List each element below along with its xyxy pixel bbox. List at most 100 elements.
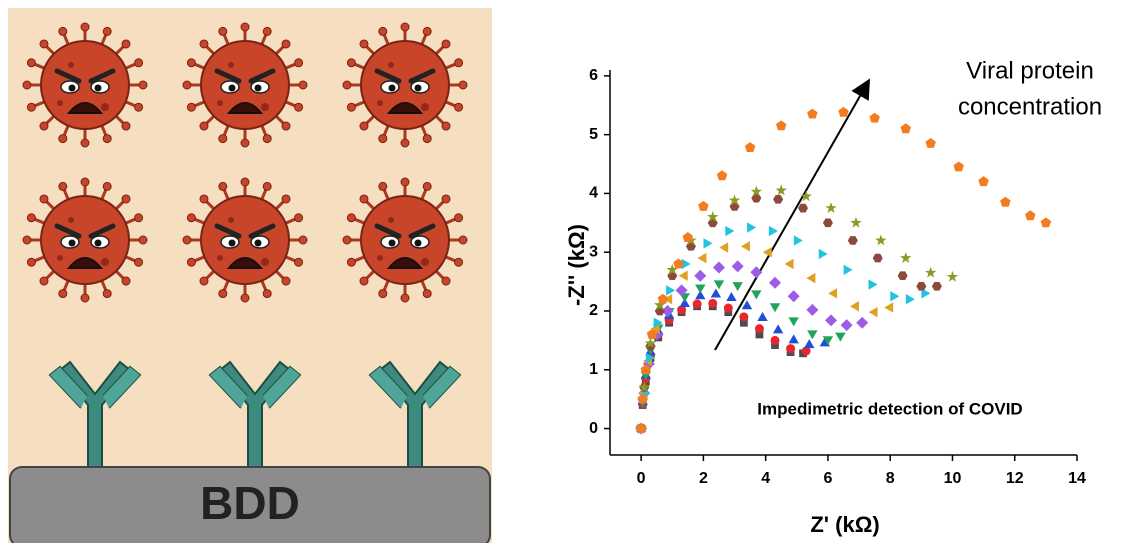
virus [23, 23, 147, 147]
x-axis-label: Z' (kΩ) [810, 512, 879, 537]
data-point [806, 273, 815, 283]
data-point [776, 120, 786, 130]
data-point [925, 138, 935, 148]
data-point [978, 176, 988, 186]
data-point [655, 307, 665, 316]
data-point [788, 290, 800, 302]
data-point [725, 226, 734, 236]
data-point [869, 279, 878, 289]
y-axis-label: -Z'' (kΩ) [564, 224, 589, 306]
data-point [786, 344, 795, 353]
electrode-label: BDD [200, 477, 300, 529]
data-point [739, 312, 748, 321]
data-point [869, 113, 879, 123]
data-point [785, 259, 794, 269]
data-point [666, 285, 675, 295]
data-point [667, 271, 677, 280]
trend-arrow [715, 82, 868, 350]
data-point [776, 184, 787, 195]
data-point [844, 265, 853, 275]
data-point [693, 299, 702, 308]
data-point [932, 282, 942, 291]
y-tick-label: 4 [589, 185, 598, 202]
data-point [750, 266, 762, 278]
y-tick-label: 6 [589, 67, 598, 84]
x-tick-label: 6 [823, 470, 832, 487]
data-point [686, 242, 696, 251]
y-tick-label: 0 [589, 420, 598, 437]
y-tick-label: 3 [589, 243, 598, 260]
data-point [841, 319, 853, 331]
y-tick-label: 2 [589, 302, 598, 319]
virus [183, 23, 307, 147]
annotation: Viral protein [966, 57, 1094, 84]
data-point [773, 324, 783, 333]
data-point [848, 236, 858, 245]
data-point [947, 271, 958, 282]
data-point [773, 195, 783, 204]
data-point [819, 249, 828, 259]
data-point [875, 234, 886, 245]
data-point [804, 339, 814, 348]
data-point [747, 222, 756, 232]
data-point [890, 291, 899, 301]
data-point [732, 260, 744, 272]
x-tick-label: 2 [699, 470, 708, 487]
x-tick-label: 12 [1006, 470, 1024, 487]
data-point [763, 247, 772, 257]
figure: BDD Z' (kΩ) -Z'' (kΩ) Viral protein conc… [0, 0, 1138, 543]
data-point [828, 288, 837, 298]
data-point [719, 242, 728, 252]
data-point [711, 289, 721, 298]
data-point [730, 202, 740, 211]
data-point [835, 333, 845, 342]
data-point [1041, 217, 1051, 227]
data-point [769, 226, 778, 236]
x-tick-label: 0 [637, 470, 646, 487]
data-point [704, 238, 713, 248]
data-point [916, 282, 926, 291]
data-point [788, 334, 798, 343]
data-point [714, 280, 724, 289]
data-point [873, 254, 883, 263]
data-point [906, 294, 915, 304]
virus [343, 23, 467, 147]
data-point [713, 261, 725, 273]
data-point [838, 107, 848, 117]
x-tick-label: 14 [1068, 470, 1086, 487]
data-point [807, 109, 817, 119]
data-point [757, 312, 767, 321]
data-point [953, 161, 963, 171]
page: BDD Z' (kΩ) -Z'' (kΩ) Viral protein conc… [0, 0, 1138, 543]
data-point [751, 194, 761, 203]
data-point [807, 330, 817, 339]
x-tick-label: 10 [944, 470, 962, 487]
annotation: concentration [958, 93, 1102, 120]
data-point [825, 314, 837, 326]
virus [23, 178, 147, 302]
data-point [695, 284, 705, 293]
data-point [636, 423, 646, 433]
y-tick-label: 5 [589, 126, 598, 143]
virus [343, 178, 467, 302]
data-point [884, 302, 893, 312]
annotation: Impedimetric detection of COVID [757, 399, 1022, 418]
data-point [1000, 197, 1010, 207]
data-point [717, 170, 727, 180]
data-point [726, 292, 736, 301]
data-point [850, 301, 859, 311]
data-point [755, 324, 764, 333]
data-point [800, 190, 811, 201]
data-point [1025, 210, 1035, 220]
data-point [856, 317, 868, 329]
data-point [850, 217, 861, 228]
data-point [769, 277, 781, 289]
data-point [898, 271, 908, 280]
y-tick-label: 1 [589, 361, 598, 378]
data-point [794, 235, 803, 245]
data-point [694, 270, 706, 282]
data-point [745, 142, 755, 152]
data-point [751, 290, 761, 299]
data-point [788, 317, 798, 326]
data-point [798, 204, 808, 213]
